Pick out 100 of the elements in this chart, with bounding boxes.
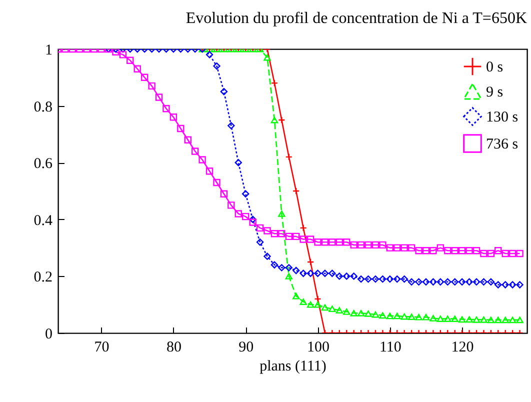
point — [415, 314, 422, 320]
y-tick-label: 1 — [45, 42, 52, 58]
point — [278, 264, 286, 272]
point — [314, 295, 322, 303]
point — [336, 307, 343, 314]
point — [466, 278, 473, 286]
point — [516, 281, 524, 288]
point — [379, 312, 386, 319]
point — [343, 272, 350, 280]
legend-label: 130 s — [486, 110, 518, 126]
point — [314, 301, 322, 308]
point — [508, 281, 516, 288]
point — [458, 278, 466, 286]
point — [234, 159, 242, 166]
point — [292, 266, 300, 274]
point — [306, 301, 314, 308]
point — [300, 224, 307, 232]
point — [292, 187, 300, 195]
legend-label: 736 s — [486, 136, 518, 152]
point — [472, 316, 480, 323]
point — [336, 272, 343, 280]
point — [285, 153, 292, 161]
point — [300, 270, 307, 277]
y-tick-label: 0.4 — [34, 212, 53, 229]
point — [270, 116, 278, 124]
point — [300, 298, 307, 305]
point — [480, 278, 488, 286]
point — [285, 264, 292, 272]
point — [394, 312, 401, 320]
point — [292, 292, 300, 300]
point — [458, 316, 466, 323]
point — [494, 316, 502, 324]
point — [400, 313, 408, 320]
point — [314, 270, 322, 277]
y-tick-label: 0 — [45, 326, 52, 342]
x-tick-label: 120 — [451, 340, 474, 356]
point — [321, 270, 329, 277]
point — [264, 252, 271, 260]
point — [480, 316, 488, 323]
x-tick-label: 100 — [307, 340, 330, 356]
x-tick-label: 80 — [166, 340, 182, 356]
point — [228, 122, 235, 130]
point — [487, 316, 495, 324]
point — [408, 314, 416, 320]
point — [466, 316, 473, 323]
point — [516, 316, 524, 324]
point — [430, 278, 437, 286]
point — [328, 306, 336, 312]
point — [487, 278, 495, 286]
point — [249, 216, 256, 223]
chart-title: Evolution du profil de concentration de Ni a T=650K — [186, 10, 528, 27]
point — [372, 311, 380, 318]
point — [278, 116, 286, 124]
point — [451, 316, 458, 322]
point — [415, 278, 422, 286]
y-tick-label: 0.2 — [34, 270, 52, 286]
point — [451, 278, 458, 286]
point — [472, 278, 480, 286]
legend-label: 9 s — [486, 84, 504, 100]
point — [357, 310, 365, 316]
point — [242, 190, 250, 198]
point — [321, 304, 329, 311]
point — [502, 281, 509, 288]
point — [444, 278, 452, 286]
point — [285, 273, 292, 280]
point — [364, 275, 372, 283]
point — [328, 270, 336, 277]
point — [494, 281, 502, 288]
point — [436, 316, 444, 322]
point — [502, 316, 509, 324]
x-tick-label: 70 — [94, 340, 110, 356]
point — [394, 275, 401, 283]
point — [350, 272, 358, 280]
y-tick-label: 0.8 — [34, 99, 52, 116]
x-tick-label: 110 — [379, 340, 402, 356]
point — [379, 275, 386, 283]
point — [256, 238, 264, 246]
point — [343, 308, 350, 315]
point — [306, 258, 314, 266]
point — [408, 278, 416, 286]
y-tick-label: 0.6 — [34, 156, 53, 172]
point — [444, 316, 452, 322]
point — [364, 310, 372, 317]
x-tick-label: 90 — [238, 340, 254, 356]
point — [508, 316, 516, 324]
point — [350, 310, 358, 316]
point — [422, 278, 430, 286]
point — [357, 275, 365, 283]
point — [270, 261, 278, 268]
point — [436, 278, 444, 286]
point — [400, 275, 408, 283]
point — [278, 210, 286, 217]
point — [220, 88, 228, 96]
point — [430, 315, 437, 322]
point — [386, 275, 394, 283]
point — [386, 312, 394, 320]
point — [306, 270, 314, 277]
x-axis-title: plans (111) — [260, 358, 326, 374]
legend-label: 0 s — [486, 60, 504, 76]
point — [422, 314, 430, 320]
